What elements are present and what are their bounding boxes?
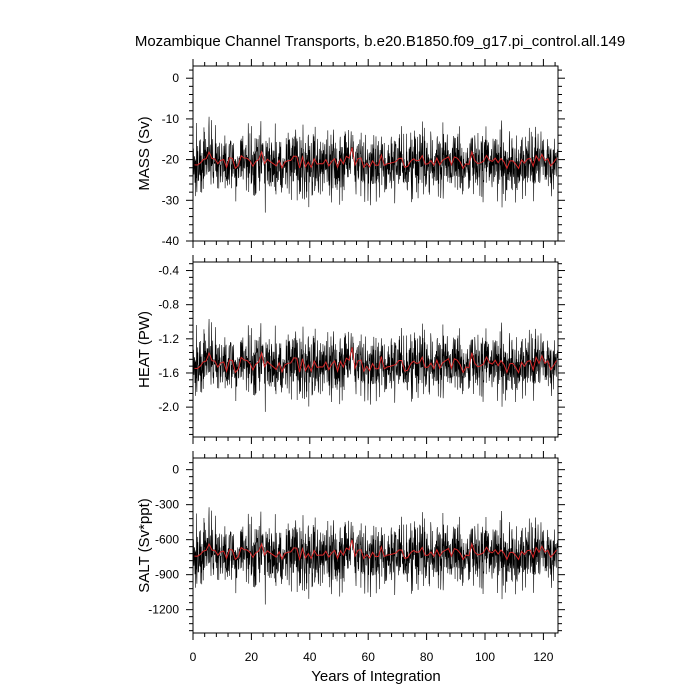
x-tick-label: 120 — [533, 650, 553, 664]
x-tick-label: 60 — [362, 650, 376, 664]
salt-panel: 0 -300 -600 -900 -1200 SALT (Sv*ppt) 0 20 40 60 80… — [136, 451, 565, 664]
heat-y-tick-label: -1.6 — [158, 366, 179, 380]
salt-y-tick-label: -300 — [155, 498, 179, 512]
x-tick-label: 20 — [245, 650, 259, 664]
salt-y-tick-label: -900 — [155, 568, 179, 582]
heat-y-tick-label: -0.4 — [158, 264, 179, 278]
chart-title: Mozambique Channel Transports, b.e20.B18… — [135, 33, 625, 50]
heat-y-tick-label: -1.2 — [158, 332, 179, 346]
mass-panel: 0 -10 -20 -30 -40 MASS (Sv) — [136, 59, 565, 248]
mass-y-tick-label: -40 — [162, 234, 180, 248]
heat-y-tick-label: -2.0 — [158, 400, 179, 414]
x-tick-label: 0 — [190, 650, 197, 664]
heat-frame — [192, 261, 559, 438]
heat-monthly-line — [193, 319, 558, 412]
x-axis-label: Years of Integration — [311, 668, 441, 685]
salt-y-axis-label: SALT (Sv*ppt) — [136, 498, 153, 592]
mass-y-tick-label: 0 — [172, 71, 179, 85]
salt-y-tick-label: 0 — [172, 463, 179, 477]
salt-frame — [192, 457, 559, 634]
heat-panel: -0.4 -0.8 -1.2 -1.6 -2.0 HEAT (PW) — [136, 255, 565, 444]
mass-y-tick-label: -10 — [162, 112, 180, 126]
heat-y-axis-label: HEAT (PW) — [136, 311, 153, 388]
mass-y-axis-label: MASS (Sv) — [136, 116, 153, 190]
heat-y-tick-label: -0.8 — [158, 298, 179, 312]
x-tick-label: 100 — [475, 650, 495, 664]
mass-monthly-line — [193, 116, 558, 213]
x-tick-label: 80 — [420, 650, 434, 664]
heat-annual-line — [194, 347, 557, 375]
salt-y-tick-label: -1200 — [148, 603, 179, 617]
salt-y-tick-label: -600 — [155, 533, 179, 547]
mass-y-tick-label: -30 — [162, 193, 180, 207]
mass-frame — [192, 65, 559, 242]
x-tick-label: 40 — [303, 650, 317, 664]
salt-monthly-line — [193, 507, 558, 605]
salt-annual-line — [194, 539, 557, 562]
mass-y-tick-label: -20 — [162, 153, 180, 167]
mass-annual-line — [194, 147, 557, 170]
